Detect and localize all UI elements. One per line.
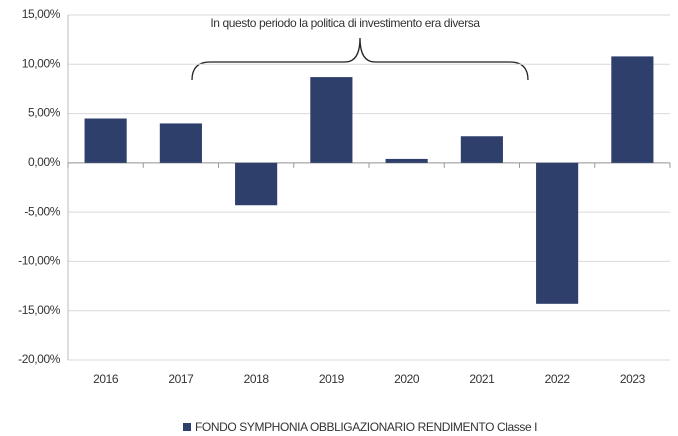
y-tick-label: -5,00% [24, 204, 60, 218]
x-tick-label: 2022 [545, 372, 571, 386]
legend-swatch [183, 423, 191, 431]
x-tick-label: 2021 [469, 372, 495, 386]
bar [235, 162, 278, 206]
bar [385, 158, 428, 163]
y-tick-label: -10,00% [18, 254, 61, 268]
x-tick-label: 2018 [244, 372, 270, 386]
x-tick-label: 2023 [620, 372, 646, 386]
bar [310, 77, 353, 163]
bar [536, 162, 579, 304]
y-tick-label: 15,00% [22, 7, 61, 21]
x-tick-label: 2016 [93, 372, 119, 386]
y-tick-label: -20,00% [18, 352, 61, 366]
y-tick-label: 5,00% [28, 106, 61, 120]
x-tick-label: 2020 [394, 372, 420, 386]
y-tick-label: 0,00% [28, 155, 61, 169]
legend-label: FONDO SYMPHONIA OBBLIGAZIONARIO RENDIMEN… [195, 420, 537, 434]
bar [84, 118, 127, 163]
annotation: In questo periodo la politica di investi… [210, 16, 480, 30]
bar [611, 56, 654, 163]
y-tick-label: 10,00% [22, 56, 61, 70]
x-tick-label: 2017 [168, 372, 194, 386]
bar [159, 123, 202, 163]
x-tick-label: 2019 [319, 372, 345, 386]
bar [460, 136, 503, 163]
y-tick-label: -15,00% [18, 303, 61, 317]
annotation-brace [191, 37, 529, 81]
